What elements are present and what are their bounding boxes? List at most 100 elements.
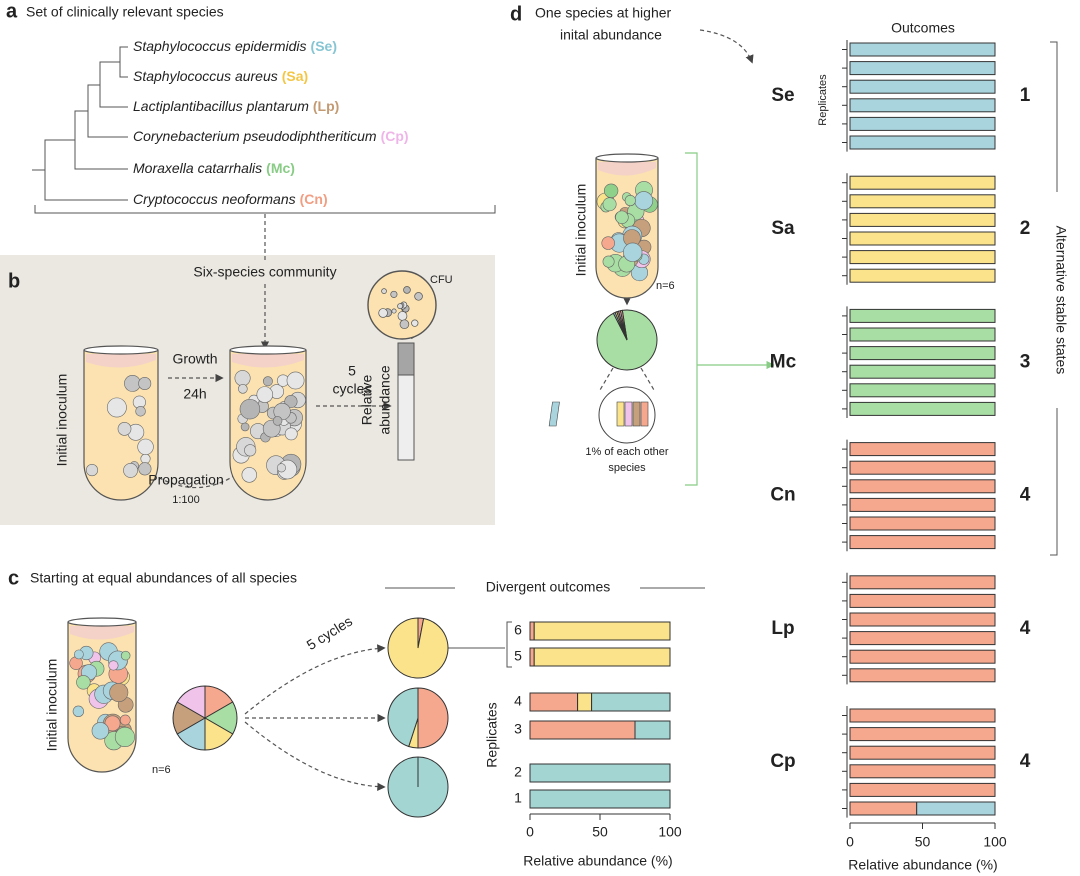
cell	[140, 453, 151, 464]
tree-bracket	[34, 205, 496, 214]
bar-segment	[529, 647, 535, 667]
cell	[286, 371, 305, 390]
x-tick-label: 100	[658, 824, 682, 840]
bar-segment	[849, 668, 996, 683]
bar-segment	[529, 763, 671, 783]
bar-segment	[529, 720, 636, 740]
colony	[390, 290, 398, 298]
group-label: Cn	[770, 485, 795, 506]
bar-segment	[849, 460, 996, 475]
colony	[391, 308, 397, 314]
abundance-label: abundance	[377, 365, 393, 435]
tube-surface	[86, 354, 156, 368]
species-name: Cryptococcus neoformans	[133, 191, 296, 207]
cell	[85, 464, 99, 477]
species-abbr: (Cp)	[381, 128, 409, 144]
tube-surface	[70, 626, 134, 640]
n-label: n=6	[152, 764, 171, 776]
culture-tube	[67, 617, 137, 773]
x-tick-label: 100	[983, 834, 1007, 850]
bar-segment	[849, 764, 996, 779]
phylogenetic-tree	[32, 46, 128, 201]
bar-segment	[849, 708, 996, 723]
cell	[117, 422, 132, 436]
cell	[284, 394, 298, 409]
bar-segment	[849, 575, 996, 590]
bar-segment	[849, 79, 996, 94]
bar-segment	[849, 98, 996, 113]
panel-letter: b	[8, 270, 20, 292]
species-name: Lactiplantibacillus plantarum	[133, 98, 309, 114]
cell	[634, 191, 654, 211]
group-label: Sa	[771, 218, 795, 239]
bar-segment	[849, 346, 996, 361]
bar-segment	[849, 612, 996, 627]
bar-segment	[529, 692, 579, 712]
community-label: Six-species community	[193, 264, 336, 280]
cfu-label: CFU	[430, 274, 453, 286]
bar-segment	[849, 801, 918, 816]
y-tick-label: 6	[514, 622, 522, 638]
note-label: 1% of each other	[585, 446, 669, 458]
state-label: 3	[1020, 351, 1031, 372]
bar-segment	[533, 647, 671, 667]
outcome-arrow	[244, 644, 386, 715]
bar-segment	[849, 479, 996, 494]
colony	[381, 288, 387, 294]
bar-segment	[849, 516, 996, 531]
bar-segment	[849, 593, 996, 608]
panel-letter: a	[6, 0, 18, 22]
pie-slice	[417, 687, 449, 749]
species-label: Staphylococcus aureus (Sa)	[133, 68, 308, 84]
cell	[73, 649, 84, 660]
cell	[602, 197, 617, 212]
duration-label: 24h	[183, 386, 206, 402]
bar-segment	[849, 194, 996, 209]
cell	[91, 722, 110, 740]
inoculum-label: Initial inoculum	[573, 184, 589, 277]
species-label: Moraxella catarrhalis (Mc)	[133, 160, 295, 176]
cell	[76, 675, 91, 690]
cell	[244, 444, 257, 457]
bar-segment	[849, 135, 996, 150]
x-axis-label: Relative abundance (%)	[848, 857, 997, 873]
bar-segment	[849, 383, 996, 398]
zoom-strips	[548, 401, 649, 427]
bar-segment	[849, 175, 996, 190]
dilution-label: 1:100	[172, 494, 200, 506]
bar-segment	[849, 497, 996, 512]
species-label: Staphylococcus epidermidis (Se)	[133, 38, 337, 54]
cell	[119, 714, 131, 726]
cell	[623, 242, 643, 262]
bar-segment	[849, 212, 996, 227]
colony	[397, 311, 408, 321]
bar-segment	[916, 801, 996, 816]
y-tick-label: 1	[514, 790, 522, 806]
cell	[239, 398, 261, 420]
panel-letter: c	[8, 567, 19, 589]
cell	[603, 183, 619, 198]
bar-segment	[849, 649, 996, 664]
note-label: species	[608, 462, 646, 474]
colony	[403, 286, 411, 294]
species-name: Corynebacterium pseudodiphtheriticum	[133, 128, 377, 144]
y-tick-label: 2	[514, 764, 522, 780]
zoom-lines	[599, 367, 655, 391]
pie-slice	[387, 687, 419, 748]
growth-label: Growth	[172, 351, 217, 367]
cell	[138, 462, 152, 476]
group-label: Mc	[770, 351, 797, 372]
cell	[240, 422, 250, 432]
cell	[241, 467, 257, 483]
bar-segment	[849, 727, 996, 742]
panel-title: Starting at equal abundances of all spec…	[30, 570, 297, 586]
bar-segment	[529, 621, 535, 641]
states-bracket	[1050, 41, 1058, 556]
cell	[284, 427, 298, 441]
pie-slice	[176, 685, 206, 719]
inoculum-bracket	[685, 152, 698, 486]
cell	[602, 255, 615, 268]
n-label: n=6	[656, 280, 675, 292]
cell	[109, 682, 129, 702]
species-abbr: (Se)	[311, 38, 337, 54]
